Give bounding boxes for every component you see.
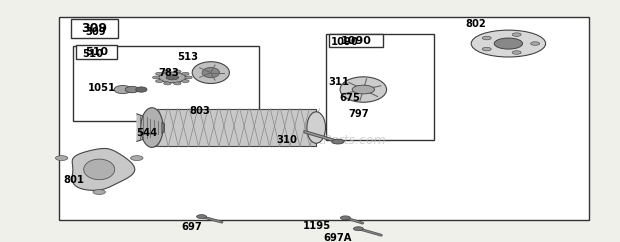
Circle shape [159,72,186,83]
Bar [73,46,259,121]
Circle shape [153,76,160,79]
Text: 513: 513 [177,52,198,62]
Bar [152,109,316,146]
Circle shape [494,38,523,49]
Text: 797: 797 [348,109,369,119]
Text: 803: 803 [189,106,210,116]
Ellipse shape [84,159,115,180]
Text: 544: 544 [136,128,157,138]
Circle shape [482,47,491,51]
Text: 309: 309 [82,22,107,35]
Circle shape [185,76,192,79]
Text: 311: 311 [329,77,350,87]
Ellipse shape [192,62,229,83]
Text: 675: 675 [340,93,361,103]
Ellipse shape [202,68,219,78]
Circle shape [512,51,521,54]
Ellipse shape [340,77,387,102]
Text: 783: 783 [158,68,179,78]
Ellipse shape [141,108,163,147]
Text: 1090: 1090 [330,37,358,47]
Text: 801: 801 [64,175,85,185]
Circle shape [55,156,68,160]
Text: 1051: 1051 [88,83,116,93]
Text: 310: 310 [276,135,297,145]
Bar [71,19,118,38]
Text: 510: 510 [85,47,108,57]
Circle shape [352,85,374,94]
Circle shape [174,70,181,73]
Text: eReplacementParts.com: eReplacementParts.com [234,134,386,147]
Text: 1195: 1195 [303,220,330,231]
Circle shape [197,215,206,219]
Circle shape [164,70,171,73]
Circle shape [174,82,181,85]
Bar [326,34,434,140]
Ellipse shape [136,87,147,92]
Text: 802: 802 [465,19,485,29]
Circle shape [531,42,539,45]
Text: 510: 510 [82,49,104,60]
Ellipse shape [471,30,546,57]
Bar [59,17,589,220]
Ellipse shape [307,112,326,143]
Bar [76,45,117,59]
Circle shape [353,227,363,231]
Text: 309: 309 [86,27,106,37]
Ellipse shape [114,85,131,94]
Circle shape [482,36,491,40]
Ellipse shape [125,86,139,93]
Polygon shape [72,148,135,190]
Circle shape [332,139,344,144]
Circle shape [93,190,105,195]
Text: 697: 697 [181,222,202,232]
Circle shape [131,156,143,160]
Circle shape [156,72,163,75]
Circle shape [182,72,189,75]
Circle shape [156,80,163,83]
Bar [329,34,383,47]
Circle shape [164,82,171,85]
Circle shape [512,33,521,36]
Text: 1090: 1090 [340,36,371,45]
Text: 697A: 697A [324,233,352,242]
Polygon shape [136,114,164,142]
Circle shape [340,216,350,220]
Circle shape [182,80,189,83]
Circle shape [166,75,179,80]
